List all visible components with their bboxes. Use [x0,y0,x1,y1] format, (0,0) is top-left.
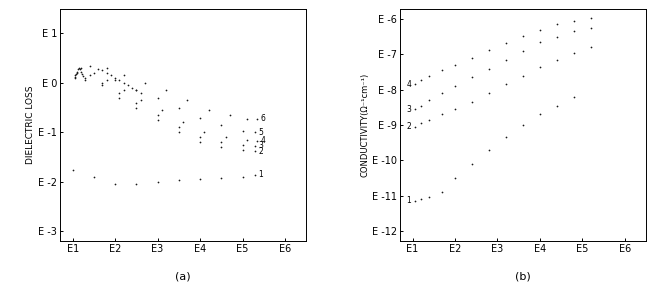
Y-axis label: CONDUCTIVITY(Ω⁻¹cm⁻¹): CONDUCTIVITY(Ω⁻¹cm⁻¹) [360,73,369,177]
Y-axis label: DIELECTRIC LOSS: DIELECTRIC LOSS [27,86,35,164]
Text: 5: 5 [258,128,263,137]
Text: (b): (b) [515,272,531,282]
Text: 1: 1 [406,196,411,205]
Text: 4: 4 [260,136,265,145]
Text: 2: 2 [406,122,411,131]
Text: (a): (a) [175,272,191,282]
Text: 2: 2 [258,147,263,156]
Text: 3: 3 [406,105,411,114]
Text: 6: 6 [260,114,265,123]
Text: 4: 4 [406,80,411,89]
Text: 1: 1 [258,170,263,179]
Text: 3: 3 [258,141,263,150]
